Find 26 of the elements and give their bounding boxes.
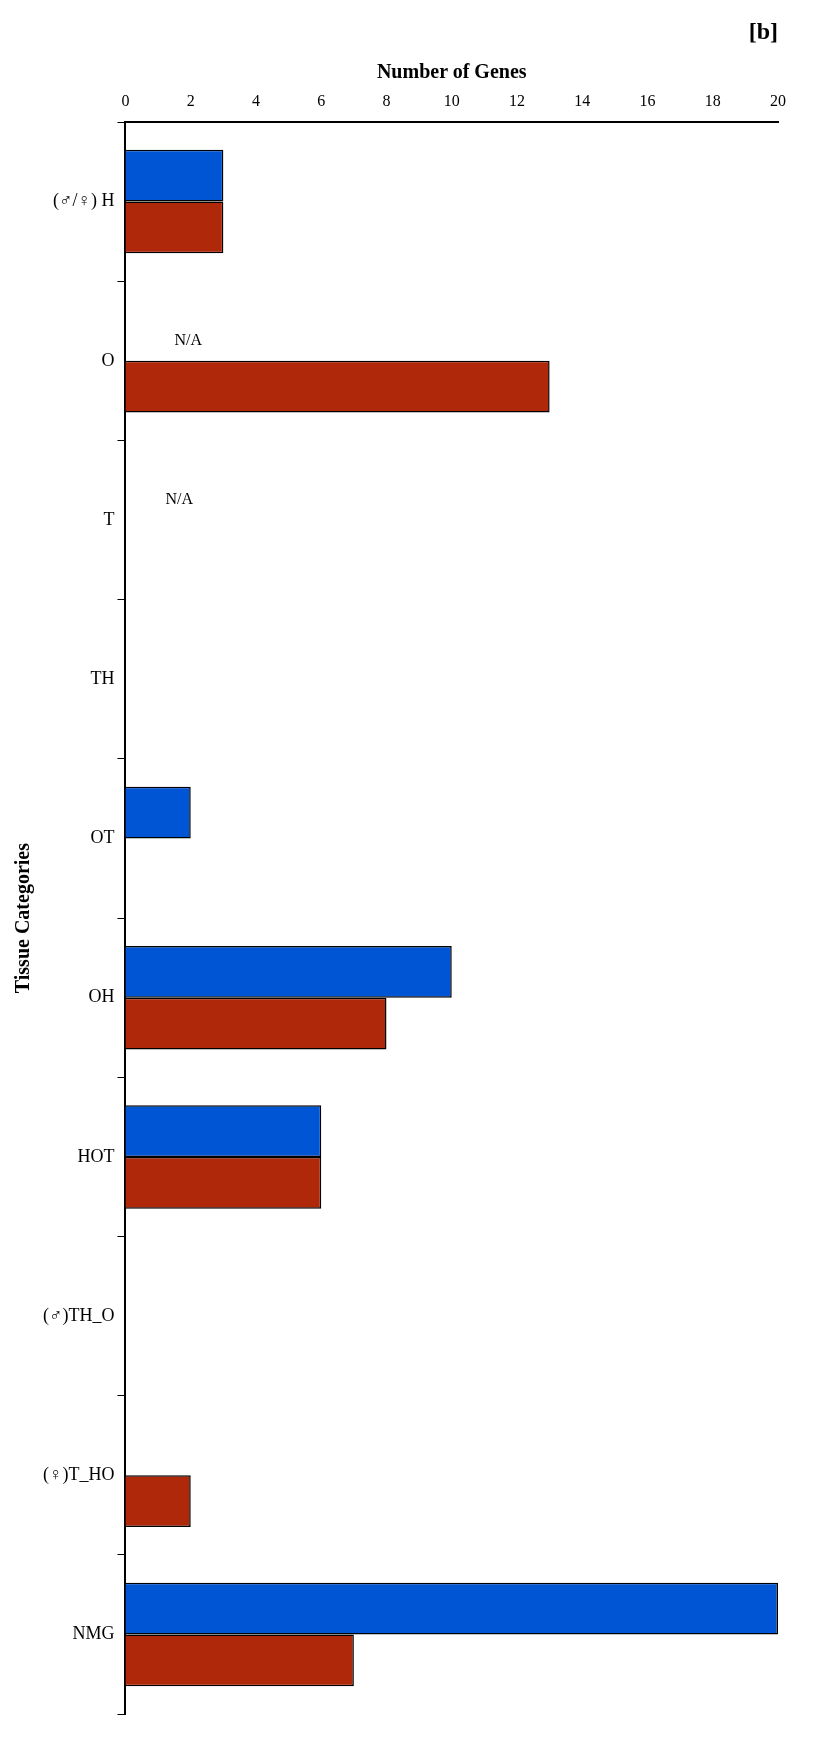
x-tick-label: 2 <box>186 91 195 109</box>
y-tick-label: NMG <box>72 1623 115 1644</box>
y-tick-label: (♂/♀) H <box>52 190 115 212</box>
annotation: N/A <box>165 490 194 508</box>
x-tick-label: 18 <box>704 91 721 109</box>
x-tick-label: 6 <box>317 91 326 109</box>
x-tick-label: 0 <box>121 91 130 109</box>
x-tick-label: 4 <box>251 91 260 109</box>
y-tick-label: TH <box>90 668 115 688</box>
y-tick-label: T <box>103 508 115 529</box>
x-tick-label: 16 <box>639 91 656 109</box>
annotation: N/A <box>174 331 203 349</box>
y-axis-title: Tissue Categories <box>11 842 35 994</box>
x-tick-label: 8 <box>382 91 391 109</box>
chart-title: [b] <box>748 17 778 44</box>
y-tick-label: OT <box>90 827 115 848</box>
y-tick-label: (♀)T_HO <box>43 1464 115 1486</box>
x-tick-label: 10 <box>443 91 460 109</box>
x-axis-title: Number of Genes <box>376 59 527 82</box>
y-tick-label: OH <box>88 986 115 1007</box>
y-tick-label: O <box>101 349 115 370</box>
x-tick-label: 12 <box>508 91 525 109</box>
y-tick-label: (♂)TH_O <box>43 1304 115 1326</box>
x-tick-label: 20 <box>770 91 786 109</box>
y-tick-label: HOT <box>77 1145 115 1166</box>
x-tick-label: 14 <box>574 91 591 109</box>
